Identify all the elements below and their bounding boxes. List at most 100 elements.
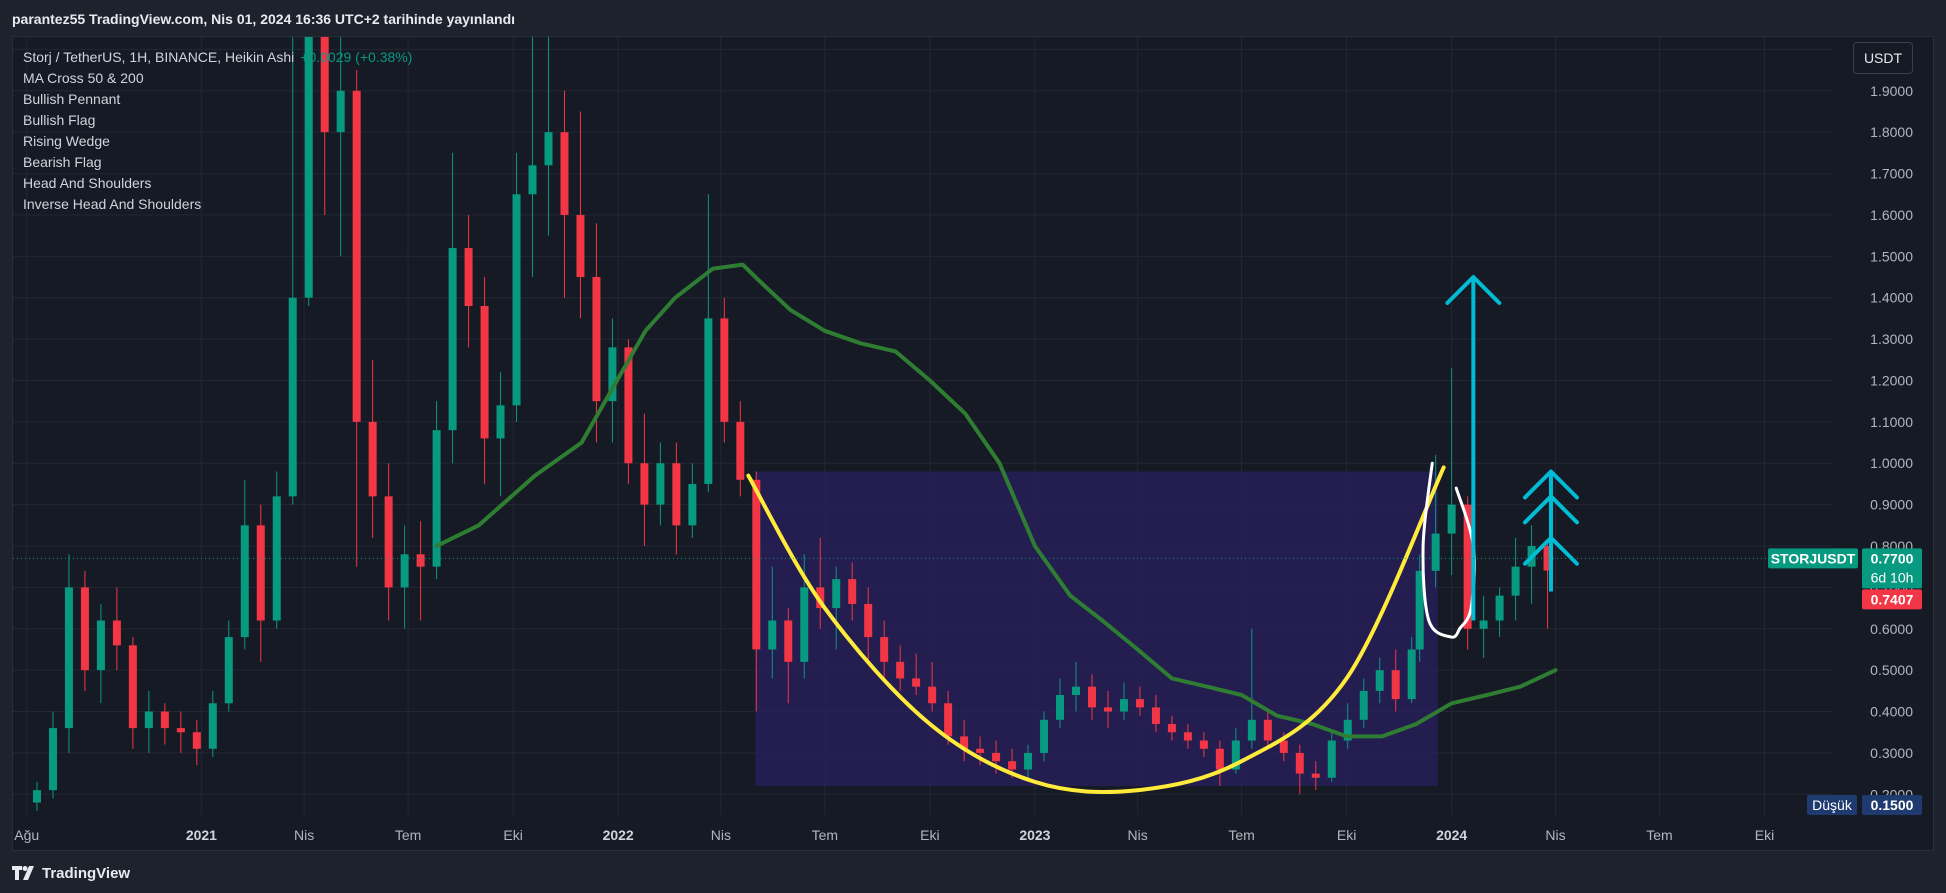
candle-body <box>176 728 185 733</box>
candle <box>48 711 57 799</box>
ma-line <box>434 262 1558 739</box>
candle <box>480 277 489 484</box>
ha-close-label: 0.7407 <box>1871 591 1914 607</box>
candle <box>1343 703 1352 749</box>
price-tick-label: 0.6000 <box>1870 621 1913 637</box>
time-tick-label: Tem <box>1646 827 1672 843</box>
candle-body <box>432 430 441 567</box>
candle-body <box>880 637 889 662</box>
candle <box>576 111 585 319</box>
candle-body <box>480 305 489 439</box>
candle <box>1024 744 1033 778</box>
candle <box>1391 649 1400 712</box>
symbol-tag-label: STORJUSDT <box>1771 550 1856 566</box>
candle-body <box>752 479 761 650</box>
candle-body <box>1008 761 1017 770</box>
candle <box>512 152 521 422</box>
tradingview-logo-icon <box>12 866 34 880</box>
candle-body <box>1199 740 1208 749</box>
candle-body <box>256 525 265 621</box>
candle-body <box>304 37 313 298</box>
candle-body <box>448 248 457 431</box>
candle <box>1263 711 1272 749</box>
candle-body <box>32 790 41 803</box>
candle <box>1135 686 1144 716</box>
candle <box>880 620 889 679</box>
candle-body <box>224 637 233 704</box>
candle-body <box>816 587 825 609</box>
candle-body <box>1463 504 1472 629</box>
candle <box>80 570 89 691</box>
price-tick-label: 1.1000 <box>1870 414 1913 430</box>
candle-body <box>48 728 57 791</box>
tradingview-brand: TradingView <box>42 864 131 882</box>
candle-body <box>80 587 89 671</box>
price-chart[interactable]: 2.00001.90001.80001.70001.60001.50001.40… <box>13 37 1934 851</box>
tradingview-logo[interactable]: TradingView <box>12 863 130 883</box>
price-tick-label: 1.0000 <box>1870 455 1913 471</box>
candle-body <box>64 587 73 729</box>
low-tag-label: Düşük <box>1812 797 1853 813</box>
candle-body <box>656 463 665 505</box>
publication-title: parantez55 TradingView.com, Nis 01, 2024… <box>12 11 516 27</box>
candle-body <box>96 620 105 671</box>
candle-body <box>944 703 953 737</box>
target-arrow-head <box>1522 494 1579 525</box>
cup-curve <box>746 465 1446 794</box>
candle <box>1167 715 1176 741</box>
candle-body <box>544 132 553 166</box>
candle <box>1151 694 1160 733</box>
candle-body <box>960 736 969 749</box>
currency-button[interactable]: USDT <box>1853 42 1913 74</box>
candle-body <box>1151 707 1160 724</box>
candle <box>176 711 185 753</box>
candle <box>1311 761 1320 791</box>
candle-body <box>640 463 649 505</box>
candle-body <box>1040 719 1049 753</box>
candle-body <box>720 318 729 422</box>
candle <box>320 37 329 215</box>
candle-body <box>576 214 585 278</box>
candle-body <box>848 579 857 604</box>
candle-body <box>1327 740 1336 778</box>
candle-body <box>608 347 617 402</box>
chart-panel[interactable]: 2.00001.90001.80001.70001.60001.50001.40… <box>12 36 1934 851</box>
candle <box>208 690 217 758</box>
candle-body <box>1295 752 1304 774</box>
candle <box>256 504 265 662</box>
candle <box>768 566 777 679</box>
candle-body <box>1247 719 1256 741</box>
time-tick-label: Tem <box>812 827 838 843</box>
target-arrow <box>1445 275 1502 621</box>
candle <box>128 637 137 749</box>
symbol-price-tag: STORJUSDT 0.7700 6d 10h 0.7407 <box>1768 548 1922 610</box>
candle-body <box>1447 504 1456 534</box>
candle-body <box>784 620 793 662</box>
candle-body <box>1279 740 1288 753</box>
candle-body <box>1135 699 1144 708</box>
candle-body <box>832 579 841 609</box>
candle <box>1479 595 1488 658</box>
candle-body <box>1056 694 1065 720</box>
price-tick-label: 0.9000 <box>1870 497 1913 513</box>
candle <box>1431 454 1440 588</box>
candle-body <box>144 711 153 729</box>
candle <box>96 603 105 704</box>
symbol-tag-bg <box>1768 548 1858 569</box>
candle <box>32 781 41 811</box>
candle <box>224 620 233 712</box>
candle-body <box>192 732 201 749</box>
candle-body <box>368 421 377 497</box>
candle-body <box>240 525 249 638</box>
candle <box>240 479 249 650</box>
target-arrow-head <box>1445 275 1502 306</box>
price-tick-label: 1.7000 <box>1870 166 1913 182</box>
price-tick-label: 0.5000 <box>1870 662 1913 678</box>
candle <box>1543 541 1552 629</box>
candles <box>32 37 1552 811</box>
candle-body <box>1071 686 1080 695</box>
candle-body <box>528 165 537 195</box>
time-tick-label: Tem <box>1228 827 1254 843</box>
candle-body <box>464 248 473 306</box>
candle <box>1407 637 1416 704</box>
